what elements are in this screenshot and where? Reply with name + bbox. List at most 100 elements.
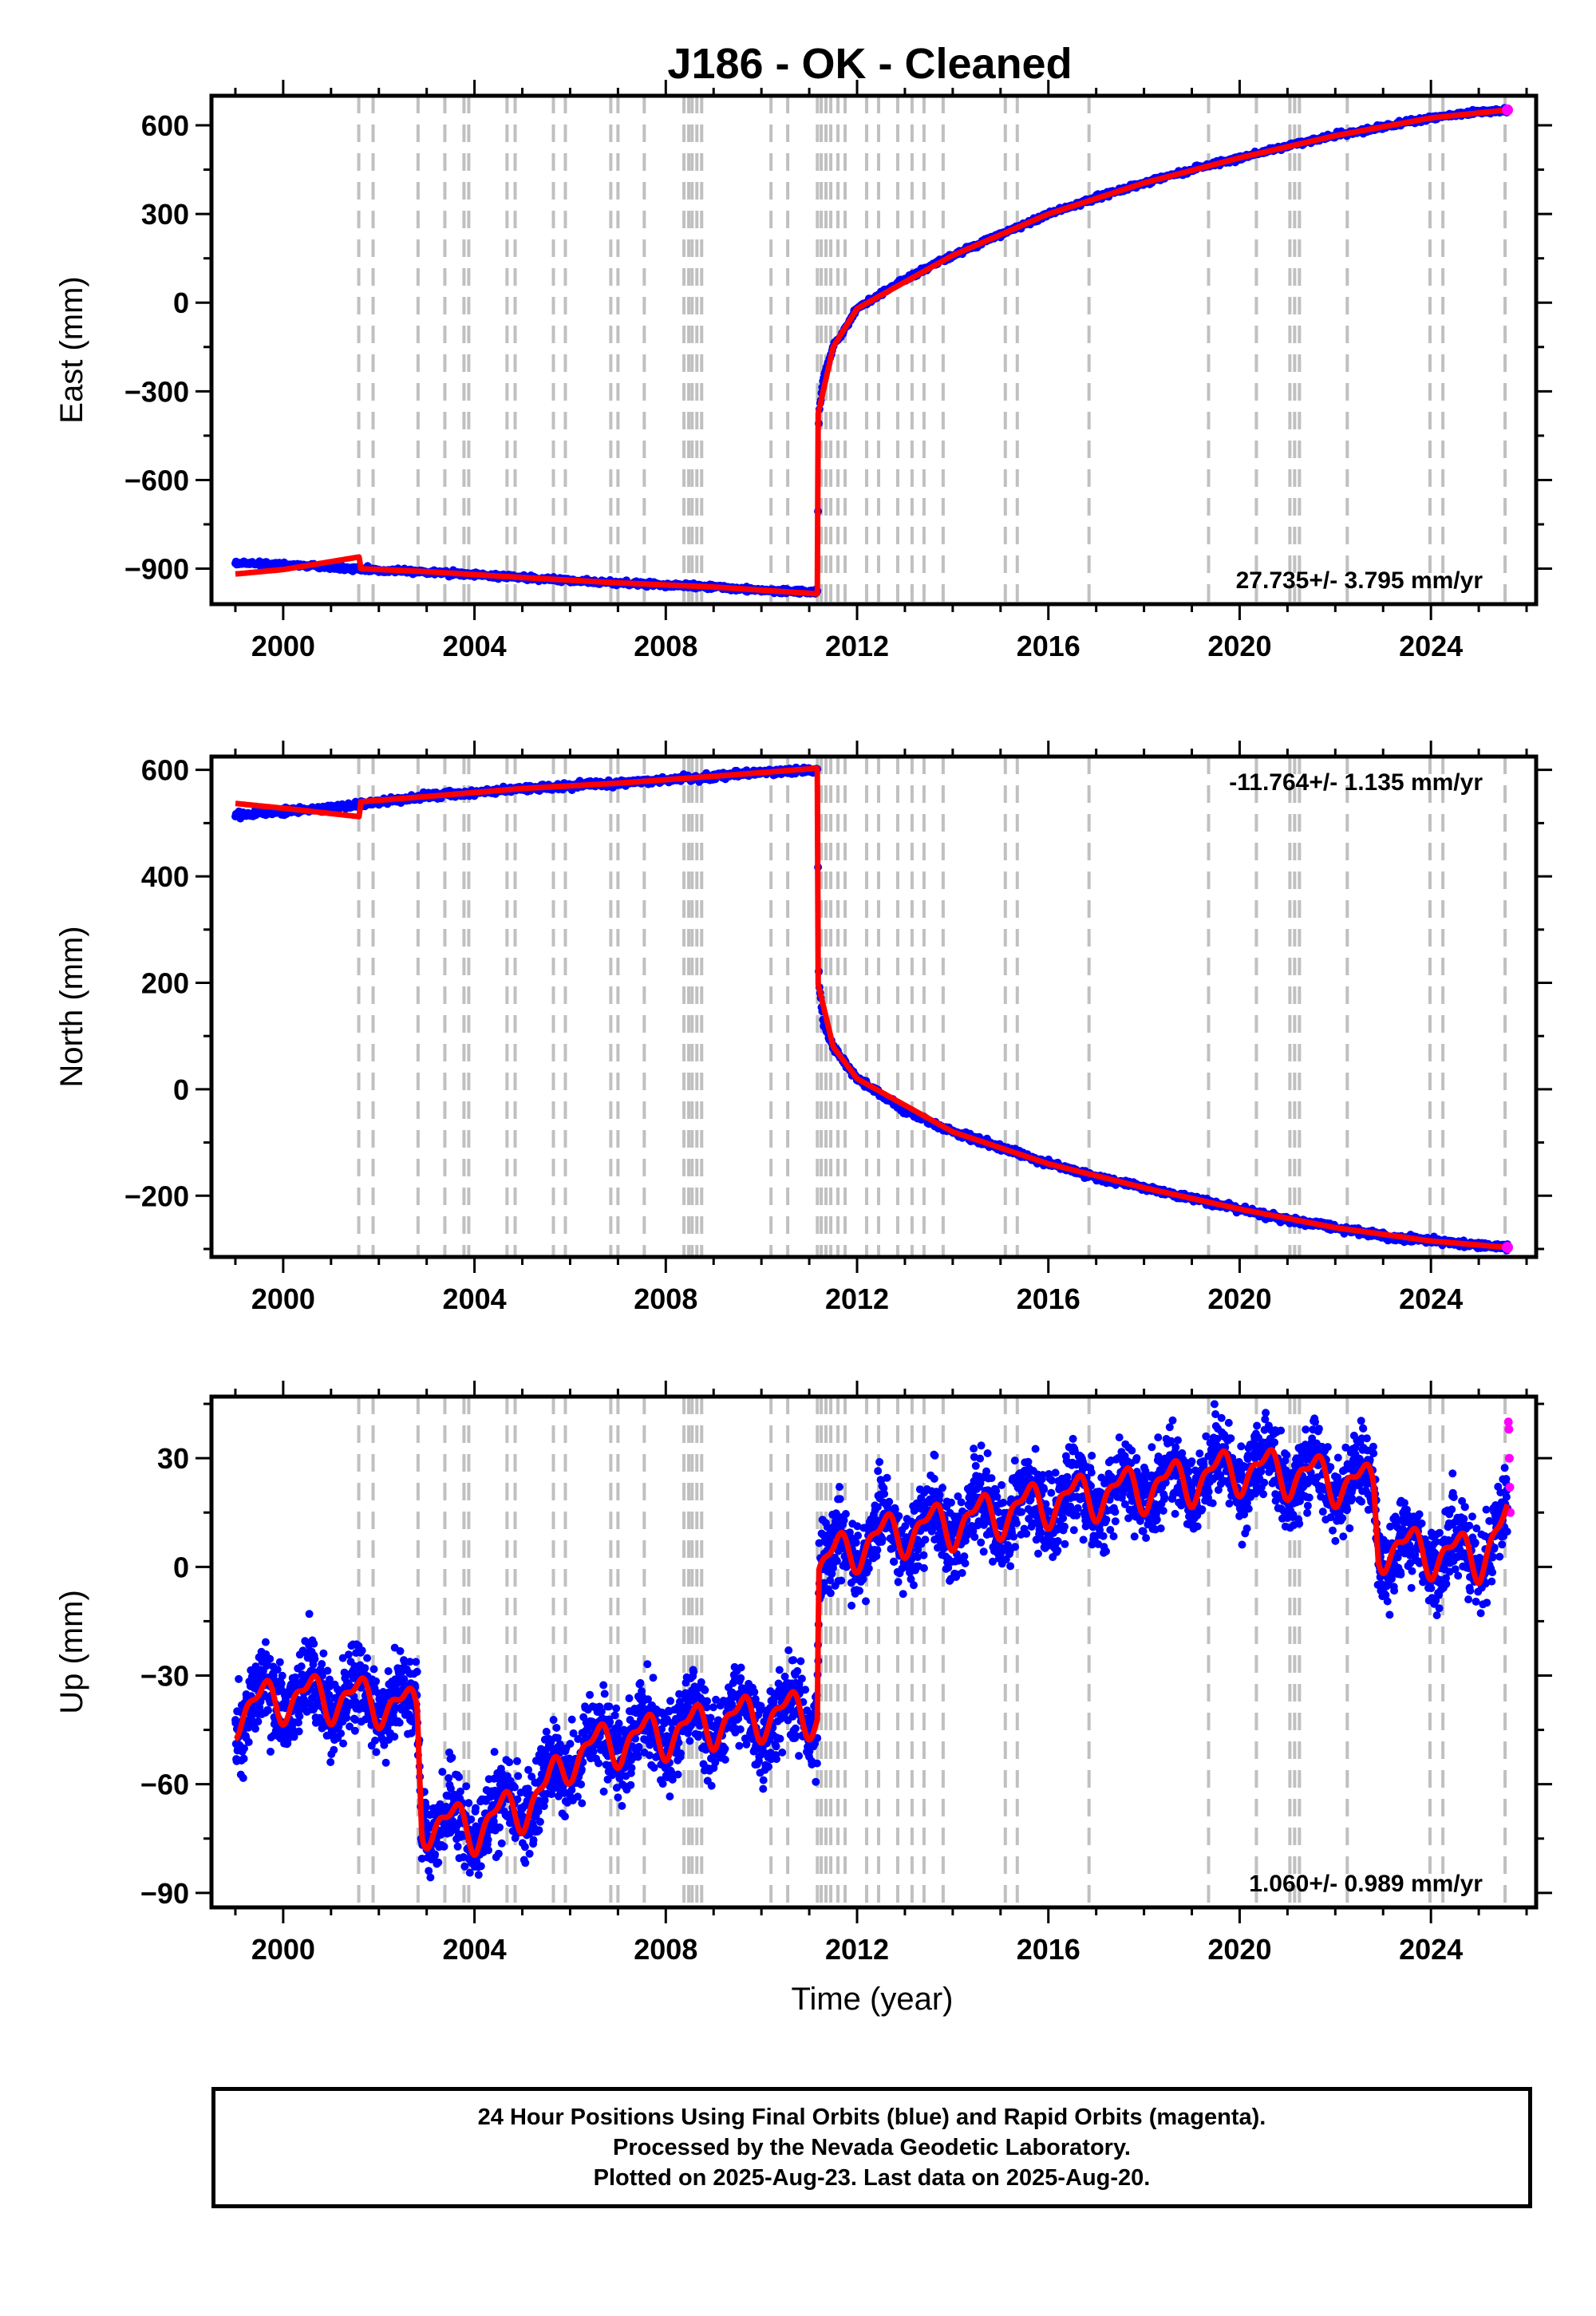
final-point-835 xyxy=(484,1846,492,1855)
y-tick-label: 300 xyxy=(141,198,189,231)
final-point-11 xyxy=(235,1674,243,1683)
final-point-557 xyxy=(400,1675,409,1683)
x-tick-label: 2008 xyxy=(634,630,697,662)
final-point-834 xyxy=(484,1836,492,1844)
y-axis-label: East (mm) xyxy=(54,276,89,423)
final-point-525 xyxy=(390,1733,399,1741)
final-point-596 xyxy=(412,1658,421,1666)
final-point-793 xyxy=(472,1804,480,1812)
panel-north: 2000 2004 2008 2012 2016 2020 20246004002000−2… xyxy=(54,741,1552,1315)
final-point-465 xyxy=(372,1748,381,1757)
y-tick-label: −300 xyxy=(124,375,189,408)
y-tick-label: 600 xyxy=(141,109,189,142)
final-point-155 xyxy=(278,1671,286,1680)
plot-area xyxy=(231,96,1514,604)
x-tick-label: 2024 xyxy=(1399,630,1463,662)
x-tick-label: 2012 xyxy=(825,1282,889,1315)
panel-east: 2000 2004 2008 2012 2016 2020 2024 600 300 0 −300 −… xyxy=(54,80,1552,662)
x-tick-label: 2016 xyxy=(1017,630,1080,662)
final-orbit-points xyxy=(231,104,1511,599)
final-point-757 xyxy=(460,1862,469,1871)
x-tick-label: 2012 xyxy=(825,630,889,662)
x-tick-label: 2024 xyxy=(1399,1282,1463,1315)
final-point-1027 xyxy=(542,1727,551,1736)
final-point-803 xyxy=(474,1871,483,1879)
final-point-259 xyxy=(310,1639,318,1648)
final-point-644 xyxy=(426,1873,435,1882)
final-point-100 xyxy=(261,1638,270,1646)
final-point-922 xyxy=(511,1783,519,1792)
y-tick-label: −600 xyxy=(124,464,189,496)
final-point-778 xyxy=(467,1815,476,1824)
final-point-957 xyxy=(521,1859,530,1867)
rapid-last-point xyxy=(1502,1241,1514,1253)
final-point-497 xyxy=(381,1758,390,1767)
final-point-770 xyxy=(464,1799,473,1808)
final-point-659 xyxy=(431,1850,440,1859)
x-tick-label: 2004 xyxy=(443,1282,507,1315)
final-point-428 xyxy=(361,1664,369,1673)
y-axis-label: North (mm) xyxy=(54,926,89,1087)
final-point-28 xyxy=(239,1754,248,1763)
final-point-212 xyxy=(295,1712,304,1721)
final-point-152 xyxy=(277,1679,286,1688)
panel-frame xyxy=(209,754,1539,1259)
final-point-464 xyxy=(372,1677,381,1686)
final-point-542 xyxy=(395,1718,404,1727)
rapid-last-point xyxy=(1502,104,1514,116)
x-tick-label: 2016 xyxy=(1017,1282,1080,1315)
final-point-1002 xyxy=(535,1826,543,1835)
final-point-855 xyxy=(490,1748,499,1757)
x-ticks: 2000 2004 2008 2012 2016 2020 2024 xyxy=(234,80,1528,662)
x-tick-label: 2008 xyxy=(634,1282,697,1315)
final-point-738 xyxy=(455,1773,464,1781)
final-point-1006 xyxy=(535,1817,544,1826)
final-point-435 xyxy=(363,1654,372,1662)
final-point-348 xyxy=(337,1729,346,1737)
final-point-210 xyxy=(294,1727,303,1736)
final-point-933 xyxy=(514,1772,523,1780)
x-tick-label: 2004 xyxy=(443,630,507,662)
panels: 2000 2004 2008 2012 2016 2020 2024 600 300 0 −300 −… xyxy=(54,80,1552,1966)
final-point-984 xyxy=(529,1836,538,1844)
y-tick-label: 600 xyxy=(141,754,189,787)
final-point-108 xyxy=(264,1706,272,1715)
final-point-683 xyxy=(438,1768,447,1777)
final-point-872 xyxy=(496,1823,504,1832)
velocity-label: 27.735+/- 3.795 mm/yr xyxy=(1236,567,1483,594)
final-point-670 xyxy=(434,1858,443,1867)
model-line xyxy=(233,107,1510,597)
final-point-544 xyxy=(396,1646,405,1655)
final-point-75 xyxy=(254,1717,263,1726)
y-tick-label: 0 xyxy=(173,1073,189,1106)
final-point-66 xyxy=(251,1725,259,1733)
y-tick-label: −900 xyxy=(124,553,189,586)
final-point-244 xyxy=(305,1610,314,1618)
final-point-930 xyxy=(513,1757,521,1765)
final-point-367 xyxy=(342,1713,351,1722)
final-point-869 xyxy=(494,1849,503,1858)
y-tick-label: −200 xyxy=(124,1180,189,1212)
final-point-291 xyxy=(319,1649,328,1658)
final-point-314 xyxy=(326,1758,335,1766)
panel-up: 2000 2004 2008 2012 2016 2020 2024300−30−60−90… xyxy=(54,1381,1552,1966)
final-point-704 xyxy=(444,1774,453,1782)
y-tick-label: 400 xyxy=(141,860,189,893)
panel-frame xyxy=(209,93,1539,607)
final-point-147 xyxy=(275,1658,284,1666)
final-point-218 xyxy=(297,1662,306,1670)
final-point-418 xyxy=(358,1646,366,1655)
x-tick-label: 2000 xyxy=(251,630,315,662)
final-point-904 xyxy=(505,1758,514,1767)
final-point-956 xyxy=(520,1843,529,1852)
chart-title: J186 - OK - Cleaned xyxy=(667,40,1072,88)
final-point-304 xyxy=(323,1666,332,1675)
final-orbit-points xyxy=(231,763,1511,1255)
x-tick-label: 2020 xyxy=(1207,630,1271,662)
y-tick-label: 0 xyxy=(173,287,189,319)
final-point-325 xyxy=(330,1745,338,1754)
final-point-374 xyxy=(344,1650,353,1659)
final-point-1050 xyxy=(549,1716,558,1724)
final-point-715 xyxy=(448,1753,456,1762)
y-ticks: 600 300 0 −300 −600 −900 xyxy=(124,109,1552,586)
